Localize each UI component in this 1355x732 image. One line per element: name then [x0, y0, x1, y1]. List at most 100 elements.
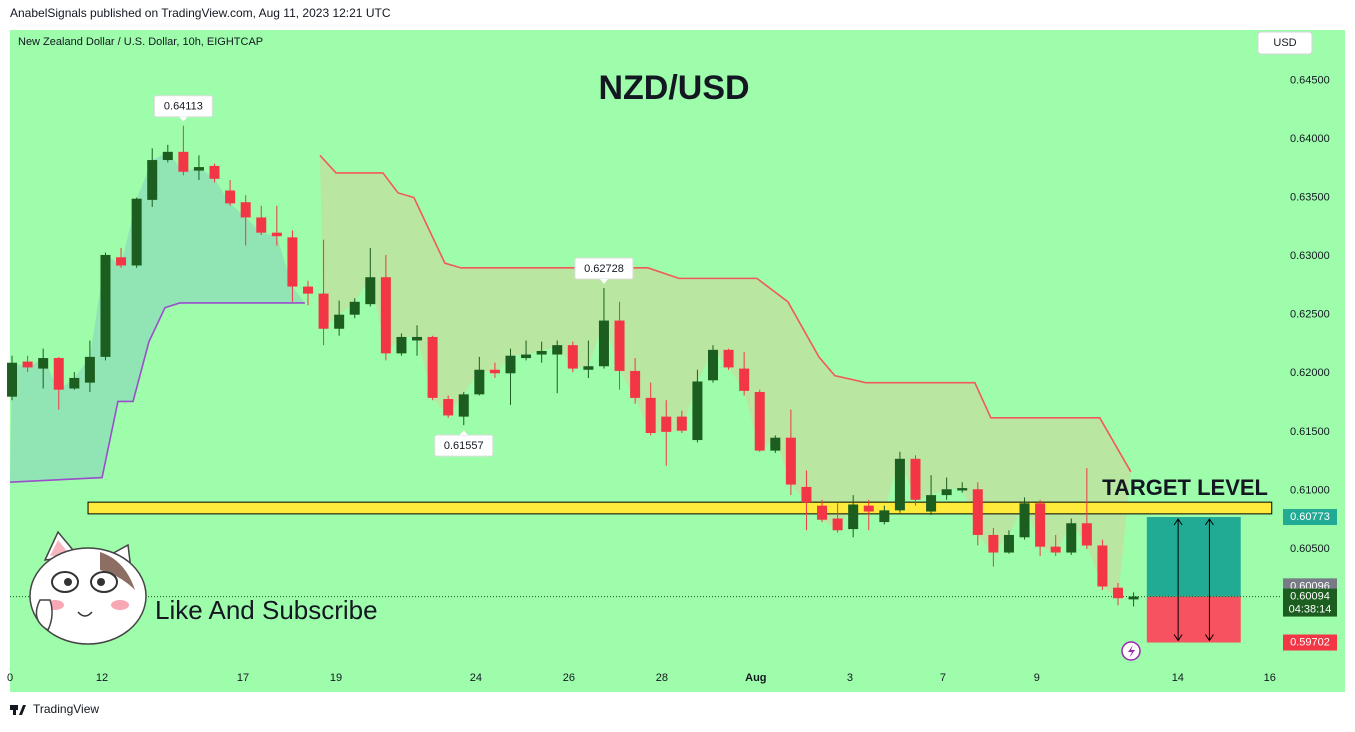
footer-logo: [10, 705, 26, 715]
price-tag: [1283, 509, 1337, 526]
extreme-label: 0.62728: [584, 263, 624, 275]
event-icon-bolt: [1128, 645, 1135, 658]
y-tick-label: 0.63500: [1290, 191, 1330, 203]
x-tick-label: 7: [940, 672, 946, 684]
candle-body: [692, 381, 703, 441]
x-tick-label: 0: [7, 672, 13, 684]
candle-body: [84, 356, 95, 383]
candle-body: [941, 489, 952, 496]
price-tag: [1283, 588, 1337, 617]
candle-body: [271, 232, 282, 237]
candle-body: [1112, 587, 1123, 599]
x-tick-label: Aug: [745, 672, 766, 684]
candle-body: [53, 358, 64, 390]
band-fill: [319, 155, 1131, 599]
candle-body: [739, 368, 750, 391]
currency-button[interactable]: [1257, 31, 1313, 55]
candle-body: [957, 488, 968, 491]
candle-body: [1050, 546, 1061, 553]
arrow-head: [1173, 634, 1183, 642]
candle-body: [1003, 534, 1014, 553]
candle-body: [723, 349, 734, 368]
candle-body: [552, 345, 563, 355]
candle-body: [598, 320, 609, 367]
y-tick-label: 0.60500: [1290, 543, 1330, 555]
candle-body: [178, 151, 189, 172]
candle-body: [334, 314, 345, 329]
candle-body: [1066, 523, 1077, 553]
arrow-head: [1173, 518, 1183, 526]
band-line: [9, 302, 305, 484]
candle-body: [988, 534, 999, 553]
position-target: [1146, 517, 1241, 597]
candle-body: [1128, 596, 1139, 600]
candle-body: [848, 504, 859, 530]
candle-body: [785, 437, 796, 485]
candle-body: [505, 355, 516, 374]
candle-body: [380, 277, 391, 354]
candle-body: [926, 495, 937, 512]
candle-body: [147, 160, 158, 200]
x-tick-label: 28: [656, 672, 668, 684]
candle-body: [209, 165, 220, 179]
candle-body: [427, 336, 438, 398]
mascot: [29, 530, 147, 645]
chart-area: [10, 30, 1345, 692]
y-tick-label: 0.62000: [1290, 367, 1330, 379]
candle-body: [412, 336, 423, 341]
band-fill: [10, 151, 305, 483]
candle-body: [38, 358, 49, 369]
candle-body: [567, 345, 578, 369]
position-stop: [1146, 596, 1241, 643]
caption: Like And Subscribe: [155, 595, 378, 625]
chart-title: NZD/USD: [598, 69, 749, 107]
candle-body: [676, 416, 687, 431]
candle-body: [1035, 503, 1046, 547]
x-tick-label: 14: [1172, 672, 1184, 684]
candle-body: [910, 458, 921, 500]
candle-body: [7, 362, 18, 397]
x-tick-label: 17: [237, 672, 249, 684]
candle-body: [863, 505, 874, 512]
candle-body: [443, 399, 454, 416]
extreme-pointer: [599, 278, 608, 284]
currency[interactable]: USD: [1273, 37, 1296, 49]
x-tick-label: 19: [330, 672, 342, 684]
extreme-label: 0.61557: [444, 440, 484, 452]
candle-body: [365, 277, 376, 305]
subtitle: New Zealand Dollar / U.S. Dollar, 10h, E…: [18, 36, 263, 48]
x-tick-label: 3: [847, 672, 853, 684]
candle-body: [630, 370, 641, 398]
target-zone: [87, 501, 1273, 515]
plot: 0.64500 0.64000 0.63500 0.63000 0.62500 0.620…: [7, 74, 1337, 684]
candle-body: [645, 397, 656, 434]
candle-body: [707, 349, 718, 381]
candle-body: [614, 320, 625, 371]
band-line: [319, 154, 1132, 473]
candle-body: [69, 377, 80, 389]
extreme-pointer: [459, 430, 468, 436]
candle-body: [349, 301, 360, 315]
candle-body: [754, 392, 765, 451]
x-tick-label: 24: [470, 672, 482, 684]
candle-body: [256, 217, 267, 233]
x-tick-label: 26: [563, 672, 575, 684]
candle-body: [661, 416, 672, 432]
arrow-head: [1205, 518, 1214, 526]
candle-body: [536, 351, 547, 355]
candle-body: [162, 151, 173, 161]
candle-body: [770, 437, 781, 451]
countdown: 04:38:14: [1289, 603, 1332, 615]
candle-body: [801, 486, 812, 503]
price-tag-label: 0.60773: [1290, 511, 1330, 523]
candle-body: [817, 505, 828, 520]
candle-body: [489, 369, 500, 374]
candle-body: [287, 237, 298, 287]
publisher: AnabelSignals published on TradingView.c…: [10, 6, 391, 20]
candle-body: [318, 293, 329, 329]
candle-body: [131, 198, 142, 266]
x-tick-label: 9: [1034, 672, 1040, 684]
candle-body: [972, 489, 983, 535]
extreme-pointer: [179, 116, 188, 122]
